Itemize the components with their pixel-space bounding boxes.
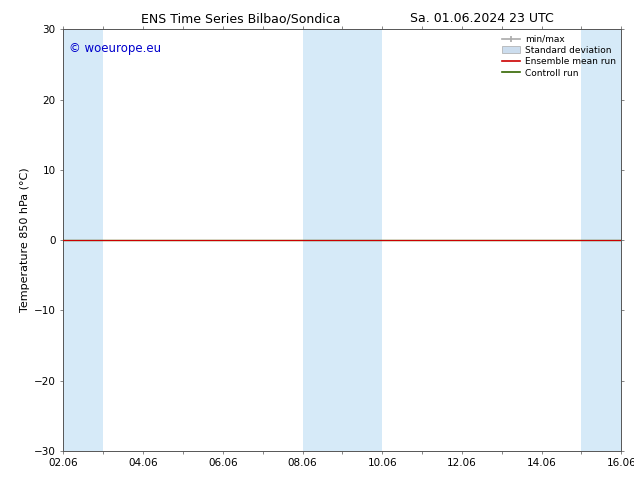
Text: Sa. 01.06.2024 23 UTC: Sa. 01.06.2024 23 UTC: [410, 12, 553, 25]
Legend: min/max, Standard deviation, Ensemble mean run, Controll run: min/max, Standard deviation, Ensemble me…: [499, 31, 619, 81]
Text: ENS Time Series Bilbao/Sondica: ENS Time Series Bilbao/Sondica: [141, 12, 340, 25]
Bar: [581, 29, 621, 451]
Bar: [63, 29, 103, 451]
Y-axis label: Temperature 850 hPa (°C): Temperature 850 hPa (°C): [20, 168, 30, 313]
Text: © woeurope.eu: © woeurope.eu: [69, 42, 161, 55]
Bar: [302, 29, 382, 451]
